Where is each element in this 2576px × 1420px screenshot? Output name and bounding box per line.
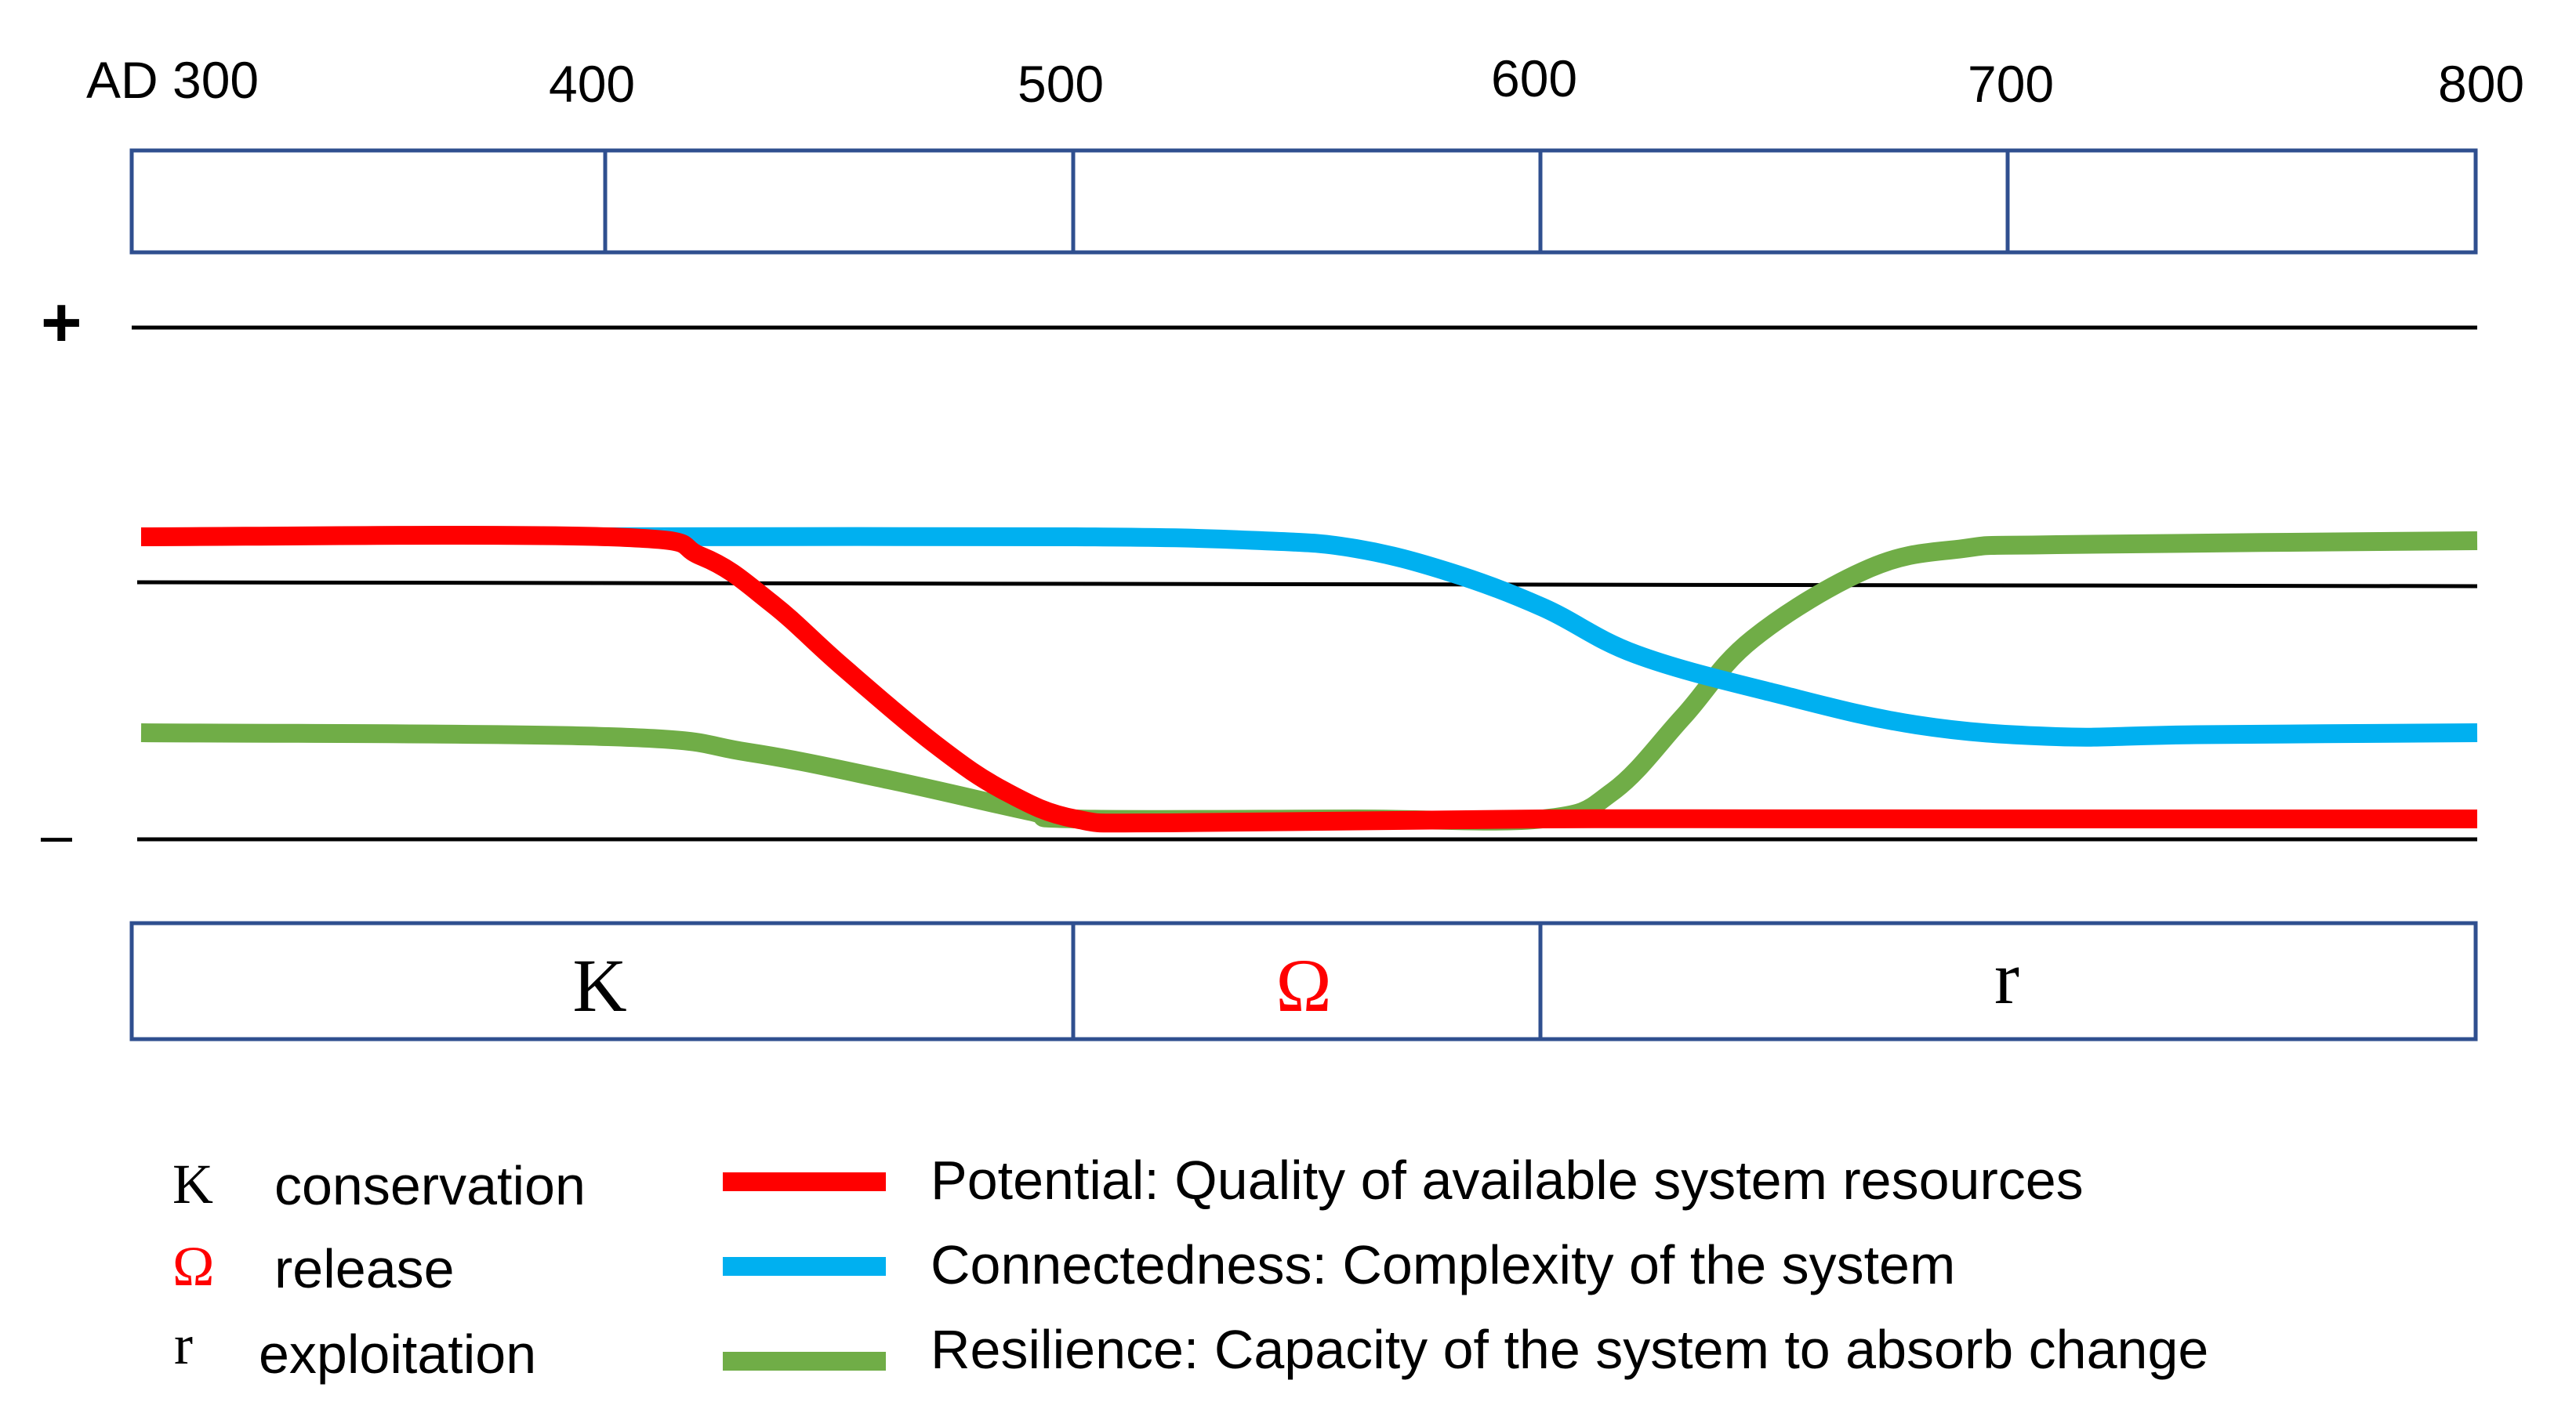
phase-legend: K conservation Ω release r exploitation: [172, 1153, 586, 1385]
timeline-label-400: 400: [549, 55, 635, 113]
legend-symbol-r: r: [174, 1313, 193, 1376]
legend-label-conservation: conservation: [274, 1155, 586, 1216]
phase-symbol-r: r: [1994, 936, 2019, 1020]
phase-box: [129, 921, 2478, 1041]
phase-symbol-k: K: [572, 944, 626, 1027]
legend-symbol-k: K: [172, 1153, 213, 1215]
timeline-label-300: AD 300: [86, 51, 259, 109]
timeline-label-600: 600: [1491, 49, 1577, 107]
legend-label-exploitation: exploitation: [259, 1324, 536, 1385]
middle-line: [136, 580, 2478, 589]
legend-label-connectedness: Connectedness: Complexity of the system: [931, 1234, 1955, 1295]
phase-symbols: K Ω r: [572, 936, 2019, 1027]
legend-label-release: release: [274, 1238, 455, 1299]
minus-label: –: [41, 804, 73, 867]
timeline-label-800: 800: [2438, 55, 2524, 113]
series-legend: Potential: Quality of available system r…: [723, 1150, 2208, 1380]
timeline-labels: AD 300 400 500 600 700 800: [86, 49, 2524, 113]
phase-frame: [129, 921, 2478, 1041]
phase-symbol-omega: Ω: [1275, 944, 1331, 1027]
legend-symbol-omega: Ω: [172, 1235, 215, 1298]
series-line-potential: [140, 526, 2477, 833]
timeline-frame: [129, 148, 2478, 255]
series-line-connectedness: [608, 527, 2478, 747]
timeline-box: [129, 148, 2478, 255]
timeline-label-700: 700: [1968, 55, 2054, 113]
reference-lines: [132, 325, 2478, 842]
legend-label-resilience: Resilience: Capacity of the system to ab…: [931, 1319, 2208, 1380]
legend-label-potential: Potential: Quality of available system r…: [931, 1150, 2084, 1211]
timeline-label-500: 500: [1018, 55, 1104, 113]
plus-label: +: [41, 284, 82, 362]
series-layer: [140, 526, 2478, 833]
